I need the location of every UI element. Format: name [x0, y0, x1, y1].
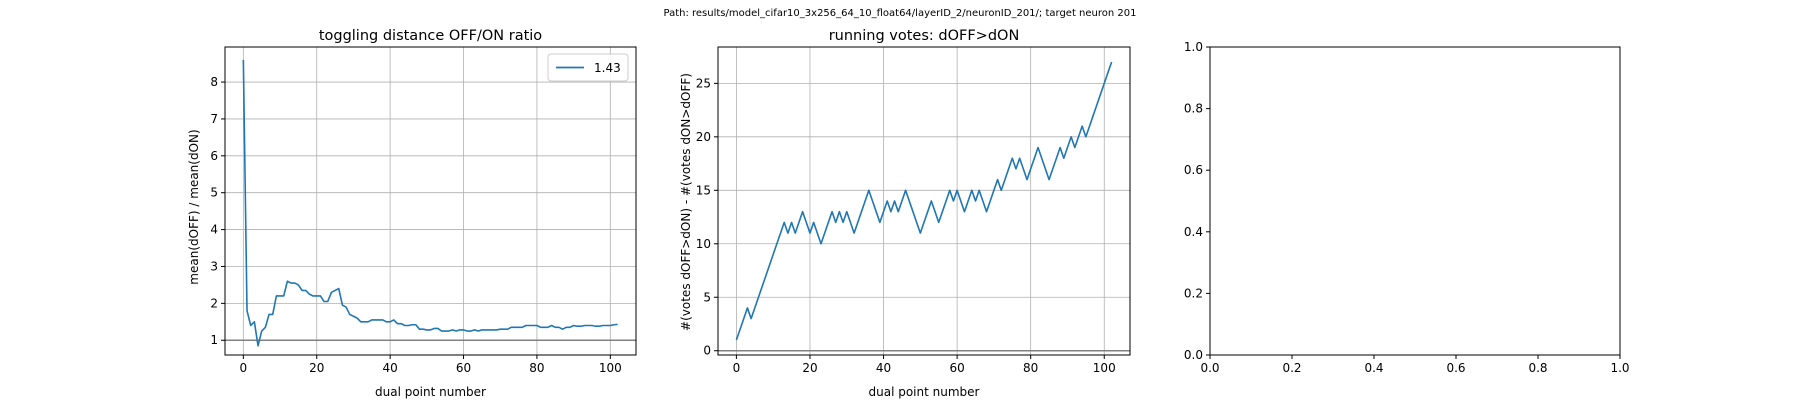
- votes-chart-ytick-label-2: 10: [696, 237, 711, 251]
- empty-chart-ytick-label-3: 0.6: [1184, 163, 1203, 177]
- votes-chart-xtick-label-0: 0: [733, 361, 741, 375]
- ratio-chart-xtick-label-5: 100: [599, 361, 622, 375]
- empty-chart-xtick-label-3: 0.6: [1446, 361, 1465, 375]
- ratio-chart-series-line-0: [242, 59, 618, 347]
- votes-chart-xtick-label-4: 80: [1023, 361, 1038, 375]
- ratio-chart-xlabel: dual point number: [375, 385, 486, 399]
- votes-chart-xtick-label-3: 60: [949, 361, 964, 375]
- votes-chart-ytick-label-4: 20: [696, 130, 711, 144]
- votes-chart-ytick-label-0: 0: [703, 344, 711, 358]
- ratio-chart-ytick-label-0: 1: [210, 333, 218, 347]
- votes-chart-xtick-label-5: 100: [1093, 361, 1116, 375]
- empty-chart-ytick-label-2: 0.4: [1184, 225, 1203, 239]
- ratio-chart-xtick-label-3: 60: [456, 361, 471, 375]
- votes-chart: running votes: dOFF>dON dual point numbe…: [679, 28, 1131, 399]
- votes-chart-xlabel: dual point number: [869, 385, 980, 399]
- ratio-chart-xtick-label-0: 0: [240, 361, 248, 375]
- ratio-chart-frame: [224, 46, 637, 356]
- ratio-chart-xtick-label-1: 20: [309, 361, 324, 375]
- votes-chart-xtick-label-1: 20: [802, 361, 817, 375]
- ratio-chart-ytick-label-3: 4: [210, 223, 218, 237]
- ratio-chart-ytick-label-2: 3: [210, 259, 218, 273]
- ratio-chart-title: toggling distance OFF/ON ratio: [319, 28, 542, 44]
- votes-chart-frame: [717, 46, 1131, 356]
- empty-chart-xtick-label-0: 0.0: [1200, 361, 1219, 375]
- ratio-chart-ytick-label-1: 2: [210, 296, 218, 310]
- ratio-chart: toggling distance OFF/ON ratio dual poin…: [187, 28, 637, 399]
- votes-chart-ylabel: #(votes dOFF>dON) - #(votes dON>dOFF): [679, 73, 693, 331]
- ratio-chart-legend: [547, 53, 629, 82]
- votes-chart-series-line-0: [735, 61, 1113, 341]
- ratio-chart-xtick-label-4: 80: [529, 361, 544, 375]
- empty-chart-xtick-label-1: 0.2: [1282, 361, 1301, 375]
- empty-chart-xtick-label-2: 0.4: [1364, 361, 1383, 375]
- empty-chart-ytick-label-1: 0.2: [1184, 286, 1203, 300]
- empty-chart-ytick-label-5: 1.0: [1184, 40, 1203, 54]
- empty-chart-frame: [1209, 46, 1621, 356]
- votes-chart-ytick-label-3: 15: [696, 183, 711, 197]
- empty-chart-ytick-label-4: 0.8: [1184, 102, 1203, 116]
- ratio-chart-ytick-label-5: 6: [210, 149, 218, 163]
- ratio-chart-ytick-label-7: 8: [210, 75, 218, 89]
- empty-chart-xtick-label-4: 0.8: [1528, 361, 1547, 375]
- empty-chart-xtick-label-5: 1.0: [1610, 361, 1629, 375]
- ratio-chart-ytick-label-6: 7: [210, 112, 218, 126]
- empty-chart: 0.0 0.2 0.4 0.6 0.8 1.0 0.0 0.2 0.4 0.6 0.8 1.0: [1184, 40, 1630, 375]
- ratio-chart-legend-label: 1.43: [594, 61, 621, 75]
- votes-chart-title: running votes: dOFF>dON: [829, 28, 1020, 44]
- votes-chart-xtick-label-2: 40: [876, 361, 891, 375]
- ratio-chart-ytick-label-4: 5: [210, 186, 218, 200]
- votes-chart-ytick-label-5: 25: [696, 76, 711, 90]
- ratio-chart-xtick-label-2: 40: [382, 361, 397, 375]
- figure-suptitle: Path: results/model_cifar10_3x256_64_10_…: [664, 8, 1137, 19]
- ratio-chart-ylabel: mean(dOFF) / mean(dON): [187, 129, 201, 284]
- empty-chart-ytick-label-0: 0.0: [1184, 348, 1203, 362]
- votes-chart-ytick-label-1: 5: [703, 290, 711, 304]
